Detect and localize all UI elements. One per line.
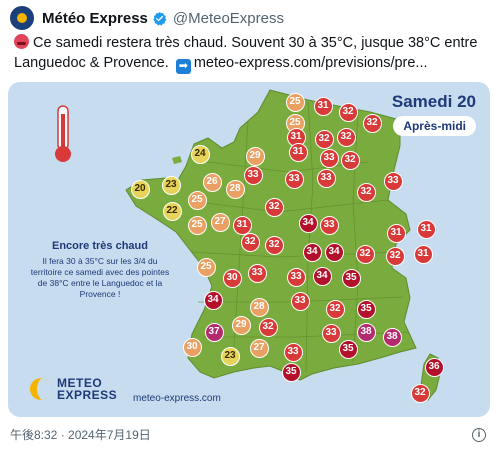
logo-sun-icon bbox=[17, 13, 27, 23]
temperature-badge: 35 bbox=[341, 268, 361, 288]
temperature-badge: 34 bbox=[324, 242, 344, 262]
temperature-badge: 33 bbox=[283, 342, 303, 362]
temperature-badge: 20 bbox=[130, 179, 150, 199]
temperature-badge: 25 bbox=[187, 215, 207, 235]
temperature-badge: 32 bbox=[336, 127, 356, 147]
info-icon[interactable]: i bbox=[472, 428, 486, 442]
temperature-badge: 32 bbox=[325, 299, 345, 319]
temperature-badge: 23 bbox=[161, 175, 181, 195]
period-pill: Après-midi bbox=[393, 116, 476, 136]
temperature-badge: 33 bbox=[383, 171, 403, 191]
temperature-badge: 26 bbox=[202, 172, 222, 192]
logo-text: METEO EXPRESS bbox=[57, 377, 117, 401]
temperature-badge: 33 bbox=[286, 267, 306, 287]
tweet-header: Météo Express @MeteoExpress bbox=[10, 6, 284, 30]
temperature-badge: 25 bbox=[285, 92, 305, 112]
site-url: meteo-express.com bbox=[133, 393, 221, 404]
temperature-badge: 34 bbox=[298, 213, 318, 233]
temperature-badge: 38 bbox=[382, 327, 402, 347]
temperature-badge: 33 bbox=[290, 291, 310, 311]
temperature-badge: 32 bbox=[356, 182, 376, 202]
temperature-badge: 27 bbox=[210, 212, 230, 232]
map-title: Samedi 20 Après-midi bbox=[392, 92, 476, 136]
jersey-island bbox=[172, 156, 182, 164]
temperature-badge: 32 bbox=[385, 246, 405, 266]
temperature-badge: 38 bbox=[356, 322, 376, 342]
temperature-badge: 34 bbox=[203, 290, 223, 310]
temperature-badge: 32 bbox=[362, 113, 382, 133]
display-name[interactable]: Météo Express bbox=[42, 9, 148, 27]
map-day-title: Samedi 20 bbox=[391, 92, 476, 111]
temperature-badge: 32 bbox=[340, 150, 360, 170]
temperature-badge: 36 bbox=[424, 357, 444, 377]
tweet-footer: 午後8:32 · 2024年7月19日 bbox=[10, 424, 151, 444]
temperature-badge: 31 bbox=[386, 223, 406, 243]
temperature-badge: 31 bbox=[288, 142, 308, 162]
temperature-badge: 35 bbox=[338, 339, 358, 359]
info-box: Encore très chaud Il fera 30 à 35°C sur … bbox=[26, 240, 174, 300]
temperature-badge: 29 bbox=[245, 146, 265, 166]
temperature-badge: 37 bbox=[204, 322, 224, 342]
temperature-badge: 34 bbox=[312, 266, 332, 286]
sun-logo-icon bbox=[30, 378, 52, 400]
handle[interactable]: @MeteoExpress bbox=[172, 9, 284, 27]
temperature-badge: 32 bbox=[258, 317, 278, 337]
temperature-badge: 23 bbox=[220, 346, 240, 366]
timestamp[interactable]: 午後8:32 · 2024年7月19日 bbox=[10, 427, 151, 442]
temperature-badge: 33 bbox=[316, 168, 336, 188]
temperature-badge: 22 bbox=[162, 201, 182, 221]
temperature-badge: 31 bbox=[313, 96, 333, 116]
temperature-badge: 30 bbox=[222, 268, 242, 288]
temperature-badge: 33 bbox=[247, 263, 267, 283]
temperature-badge: 31 bbox=[232, 215, 252, 235]
temperature-badge: 25 bbox=[196, 257, 216, 277]
right-arrow-emoji-icon: ➡ bbox=[175, 59, 191, 74]
temperature-badge: 25 bbox=[187, 190, 207, 210]
temperature-badge: 31 bbox=[416, 219, 436, 239]
temperature-badge: 32 bbox=[264, 197, 284, 217]
meteo-express-logo: METEO EXPRESS bbox=[30, 377, 117, 401]
temperature-badge: 33 bbox=[321, 323, 341, 343]
temperature-badge: 35 bbox=[356, 299, 376, 319]
temperature-badge: 28 bbox=[249, 297, 269, 317]
temperature-badge: 32 bbox=[338, 102, 358, 122]
temperature-badge: 29 bbox=[231, 315, 251, 335]
weather-map-image[interactable]: Samedi 20 Après-midi Encore très chaud I… bbox=[8, 82, 490, 417]
thermometer-icon bbox=[55, 105, 71, 162]
info-body: Il fera 30 à 35°C sur les 3/4 du territo… bbox=[30, 256, 170, 299]
temperature-badge: 32 bbox=[355, 244, 375, 264]
temperature-badge: 33 bbox=[243, 165, 263, 185]
temperature-badge: 33 bbox=[284, 169, 304, 189]
temperature-badge: 32 bbox=[410, 383, 430, 403]
temperature-badge: 28 bbox=[225, 179, 245, 199]
temperature-badge: 33 bbox=[319, 148, 339, 168]
temperature-badge: 24 bbox=[190, 144, 210, 164]
temperature-badge: 32 bbox=[264, 235, 284, 255]
temperature-badge: 27 bbox=[249, 338, 269, 358]
avatar[interactable] bbox=[10, 6, 34, 30]
temperature-badge: 33 bbox=[319, 215, 339, 235]
tweet-body: Ce samedi restera très chaud. Souvent 30… bbox=[14, 35, 478, 71]
logo-line-1: METEO bbox=[57, 376, 103, 390]
temperature-badge: 30 bbox=[182, 337, 202, 357]
verified-badge-icon bbox=[153, 11, 167, 25]
temperature-badge: 32 bbox=[240, 232, 260, 252]
tweet-link[interactable]: meteo-express.com/previsions/pre... bbox=[193, 55, 428, 71]
temperature-badge: 34 bbox=[302, 242, 322, 262]
temperature-badge: 31 bbox=[413, 244, 433, 264]
temperature-badge: 35 bbox=[281, 362, 301, 382]
temperature-badge: 32 bbox=[314, 129, 334, 149]
logo-line-2: EXPRESS bbox=[57, 388, 118, 402]
info-title: Encore très chaud bbox=[52, 240, 148, 252]
hot-face-emoji-icon bbox=[14, 34, 29, 49]
tweet-text: Ce samedi restera très chaud. Souvent 30… bbox=[14, 33, 490, 74]
